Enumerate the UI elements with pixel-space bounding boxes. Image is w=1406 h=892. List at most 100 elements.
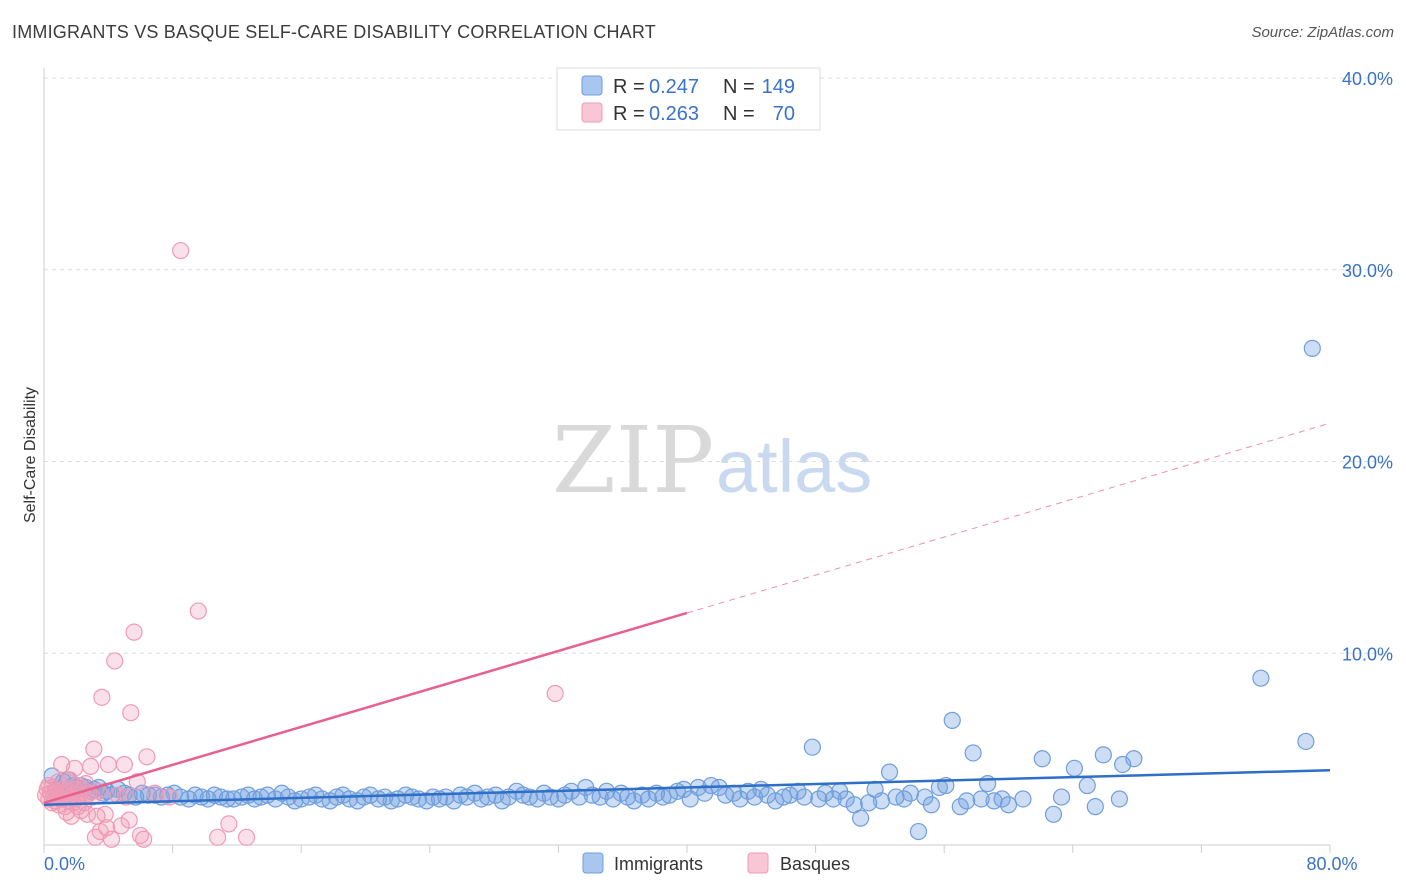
y-tick-label: 30.0% bbox=[1342, 261, 1393, 281]
immigrants-point bbox=[922, 796, 940, 814]
x-tick-label: 0.0% bbox=[44, 854, 85, 874]
watermark-atlas: atlas bbox=[716, 425, 872, 508]
immigrants-point bbox=[186, 786, 204, 804]
immigrants-point bbox=[1110, 790, 1129, 808]
immigrants-point bbox=[382, 792, 400, 810]
immigrants-trend-line bbox=[43, 768, 1331, 806]
bottom-legend: Immigrants Basques bbox=[582, 852, 850, 874]
bottom-legend-basques: Basques bbox=[780, 854, 850, 874]
y-tick-label: 20.0% bbox=[1342, 453, 1393, 473]
immigrants-point bbox=[774, 788, 793, 806]
legend-r-value: 0.247 bbox=[649, 76, 699, 98]
immigrants-point bbox=[901, 784, 920, 802]
basques-point bbox=[220, 815, 238, 833]
basques-point bbox=[546, 684, 564, 703]
legend-r-label: R = bbox=[613, 103, 645, 125]
basques-trend-extension bbox=[686, 422, 1331, 614]
immigrants-point bbox=[1033, 750, 1051, 768]
chart-title: IMMIGRANTS VS BASQUE SELF-CARE DISABILIT… bbox=[12, 22, 656, 42]
immigrants-point bbox=[487, 786, 505, 804]
legend-box: R = 0.247 N = 149 R = 0.263 N = 70 bbox=[556, 67, 821, 131]
basques-point bbox=[120, 811, 138, 829]
x-tick-label: 80.0% bbox=[1306, 854, 1357, 874]
immigrants-point bbox=[895, 790, 913, 808]
basques-point bbox=[146, 784, 164, 802]
immigrants-point bbox=[1125, 750, 1143, 768]
basques-points bbox=[37, 241, 564, 848]
immigrants-point bbox=[233, 788, 251, 806]
immigrants-point bbox=[1094, 746, 1112, 764]
basques-point bbox=[138, 748, 156, 766]
y-tick-labels: 10.0% 20.0% 30.0% 40.0% bbox=[1342, 69, 1393, 664]
basques-point bbox=[99, 755, 117, 774]
immigrants-point bbox=[1078, 776, 1096, 795]
y-tick-label: 40.0% bbox=[1342, 69, 1393, 89]
immigrants-point bbox=[943, 711, 961, 729]
immigrants-point bbox=[675, 780, 693, 798]
x-tick-labels: 0.0% 80.0% bbox=[44, 854, 1358, 874]
legend-n-label: N = bbox=[723, 103, 755, 125]
y-axis-label: Self-Care Disability bbox=[22, 387, 39, 523]
basques-trend-line bbox=[43, 611, 688, 805]
legend-n-value: 70 bbox=[773, 103, 795, 125]
basques-point bbox=[209, 828, 227, 846]
immigrants-point bbox=[1044, 805, 1063, 823]
basques-point bbox=[53, 755, 71, 774]
immigrants-point bbox=[451, 786, 469, 804]
basques-point bbox=[117, 788, 135, 806]
immigrants-point bbox=[1303, 339, 1321, 357]
legend-swatch-basques bbox=[581, 102, 603, 123]
basques-point bbox=[172, 241, 190, 260]
basques-point bbox=[135, 830, 153, 848]
axes bbox=[43, 68, 1331, 853]
immigrants-point bbox=[739, 782, 757, 800]
immigrants-point bbox=[852, 809, 870, 827]
immigrants-point bbox=[781, 786, 799, 804]
immigrants-point bbox=[803, 738, 821, 756]
legend-n-value: 149 bbox=[762, 76, 795, 98]
basques-point bbox=[102, 830, 121, 848]
bottom-legend-swatch-immigrants bbox=[582, 852, 604, 874]
legend-n-label: N = bbox=[723, 76, 755, 98]
immigrants-point bbox=[1252, 669, 1270, 687]
immigrants-point bbox=[570, 788, 588, 806]
legend-swatch-immigrants bbox=[581, 75, 603, 96]
legend-r-value: 0.263 bbox=[649, 103, 699, 125]
immigrants-point bbox=[1052, 788, 1071, 806]
immigrants-point bbox=[951, 798, 969, 816]
basques-point bbox=[189, 602, 207, 620]
immigrants-point bbox=[999, 796, 1018, 814]
basques-point bbox=[122, 704, 140, 722]
basques-point bbox=[93, 688, 111, 706]
immigrants-point bbox=[872, 792, 891, 810]
legend-r-label: R = bbox=[613, 76, 645, 98]
immigrants-point bbox=[795, 788, 813, 806]
immigrants-point bbox=[810, 790, 828, 808]
immigrants-point bbox=[1086, 798, 1104, 816]
bottom-legend-swatch-basques bbox=[747, 852, 769, 874]
y-tick-label: 10.0% bbox=[1342, 644, 1393, 664]
immigrants-point bbox=[972, 790, 990, 808]
basques-point bbox=[115, 755, 133, 774]
bottom-legend-immigrants: Immigrants bbox=[614, 854, 703, 874]
source-label: Source: ZipAtlas.com bbox=[1251, 24, 1394, 41]
basques-point bbox=[85, 740, 103, 758]
immigrants-point bbox=[766, 792, 785, 810]
immigrants-point bbox=[993, 790, 1011, 808]
basques-point bbox=[65, 759, 84, 777]
immigrants-point bbox=[1014, 790, 1032, 808]
basques-point bbox=[82, 757, 100, 775]
basques-point bbox=[125, 623, 143, 641]
watermark-zip: ZIP bbox=[552, 407, 714, 514]
gridlines bbox=[44, 77, 1395, 654]
immigrants-point bbox=[252, 788, 270, 806]
immigrants-point bbox=[1065, 759, 1084, 777]
immigrants-point bbox=[880, 763, 899, 781]
basques-point bbox=[106, 652, 124, 670]
basques-point bbox=[237, 828, 256, 846]
immigrants-point bbox=[1297, 732, 1315, 751]
immigrants-point bbox=[964, 744, 982, 762]
immigrants-point bbox=[909, 822, 928, 841]
trend-lines bbox=[43, 422, 1331, 806]
